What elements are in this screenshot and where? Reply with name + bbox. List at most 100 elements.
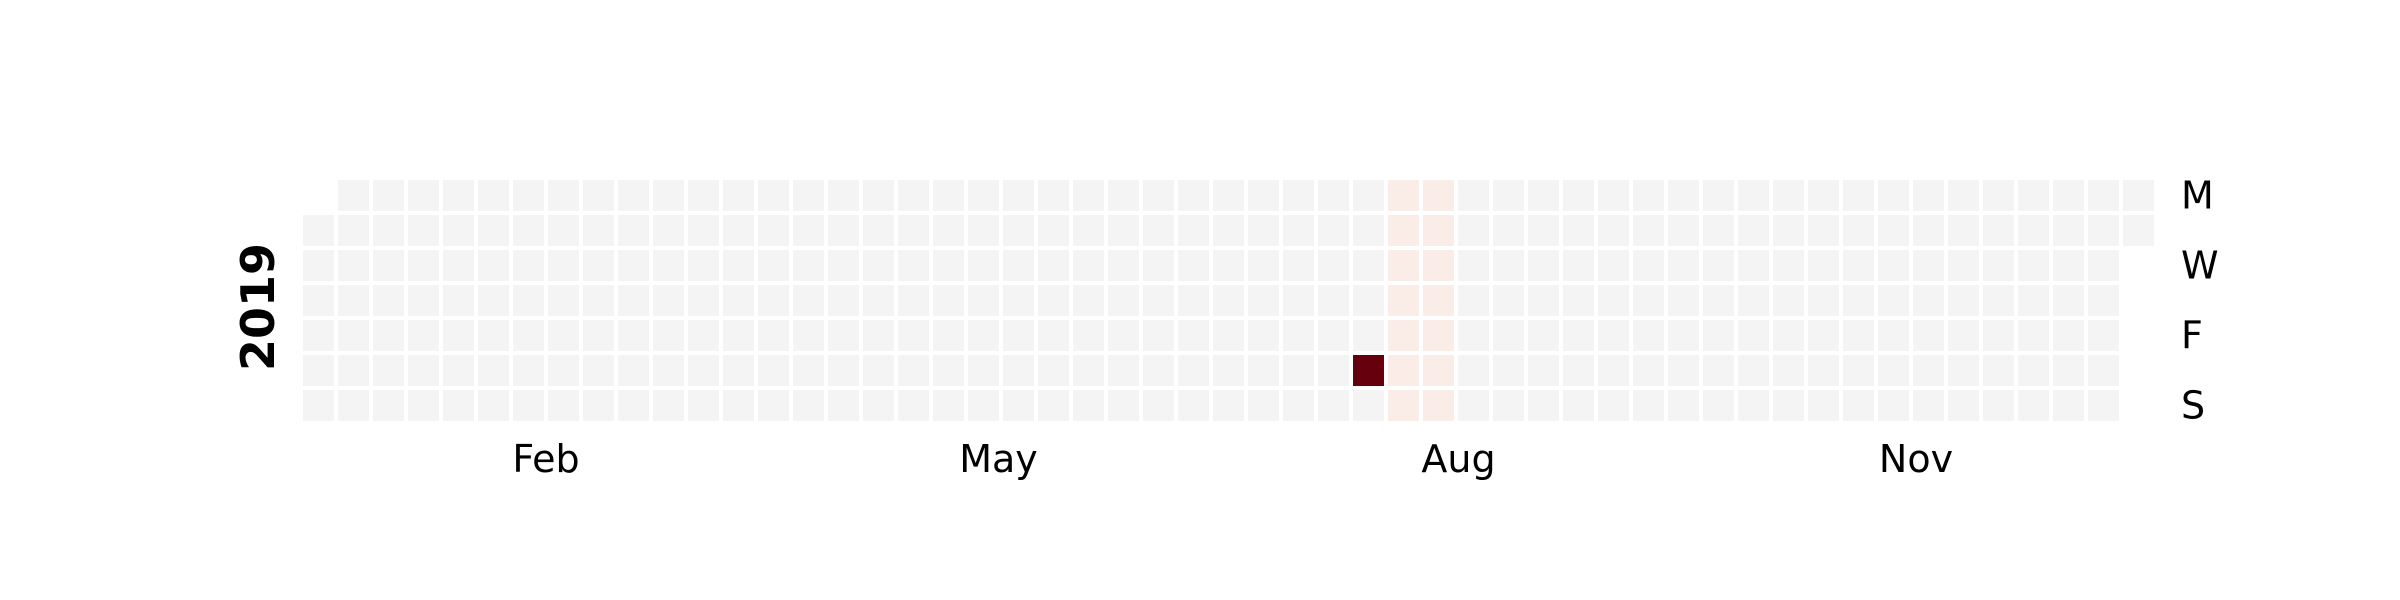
day-cell [1563,215,1594,246]
day-cell [1808,320,1839,351]
day-cell [513,215,544,246]
day-cell [1773,355,1804,386]
day-cell [1633,320,1664,351]
month-label: Aug [1421,437,1495,481]
day-cell [583,285,614,316]
day-cell [513,355,544,386]
day-cell [1318,390,1349,421]
day-cell [1773,320,1804,351]
day-cell [1913,320,1944,351]
day-cell [1003,320,1034,351]
day-cell [303,320,334,351]
day-cell [933,250,964,281]
day-cell [373,320,404,351]
day-cell [443,355,474,386]
day-cell [1948,285,1979,316]
day-cell [1143,320,1174,351]
day-cell [1318,285,1349,316]
day-cell [723,285,754,316]
day-cell [1983,180,2014,211]
day-cell [2018,215,2049,246]
day-cell [478,285,509,316]
day-cell [1738,180,1769,211]
day-cell [1143,215,1174,246]
day-cell [1703,355,1734,386]
day-cell [548,215,579,246]
day-cell [1458,215,1489,246]
day-cell [303,250,334,281]
day-cell [933,215,964,246]
day-cell [1703,250,1734,281]
day-cell [1213,320,1244,351]
day-cell [583,355,614,386]
month-labels: Feb May Aug Nov [512,437,1953,481]
day-cell [1283,320,1314,351]
day-cell [2088,215,2119,246]
day-cell [303,390,334,421]
day-cell [2053,390,2084,421]
day-cell [1878,285,1909,316]
day-cell [1038,355,1069,386]
day-cell [1108,285,1139,316]
day-cell [478,180,509,211]
day-cell [1458,285,1489,316]
month-label: Nov [1879,437,1953,481]
day-cell [723,250,754,281]
day-cell [1108,355,1139,386]
day-cell [968,390,999,421]
day-cell [1108,390,1139,421]
day-cell [548,180,579,211]
day-cell [723,390,754,421]
day-cell [1563,285,1594,316]
day-cell [2018,180,2049,211]
day-cell [1563,390,1594,421]
day-cell [1843,320,1874,351]
day-cell [1353,320,1384,351]
day-cell [1528,355,1559,386]
day-cell [1213,215,1244,246]
day-cell [688,180,719,211]
day-cell [443,390,474,421]
day-cell [1668,215,1699,246]
day-cell [2088,390,2119,421]
day-cell [1388,320,1419,351]
day-cell [1738,250,1769,281]
day-cell [863,390,894,421]
day-cell [408,250,439,281]
day-cell [408,215,439,246]
weekday-label: W [2181,244,2219,288]
day-cell [1528,390,1559,421]
day-cell [1843,215,1874,246]
day-cell [968,320,999,351]
day-cell [1913,180,1944,211]
day-cell [653,215,684,246]
day-cell [723,320,754,351]
day-cell [1388,390,1419,421]
day-cell [828,250,859,281]
day-cell [898,355,929,386]
day-cell [1528,320,1559,351]
day-cell [583,250,614,281]
day-cell [1388,355,1419,386]
day-cell [1423,215,1454,246]
day-cell [338,285,369,316]
day-cell [2053,250,2084,281]
day-cell [303,285,334,316]
day-cell [758,390,789,421]
day-cell [758,285,789,316]
day-cell [2053,355,2084,386]
day-cell [548,390,579,421]
day-cell [2018,250,2049,281]
day-cell [1878,180,1909,211]
day-cell [1388,285,1419,316]
day-cell [338,320,369,351]
day-cell [1213,355,1244,386]
day-cell [548,355,579,386]
day-cell [1773,250,1804,281]
day-cell [653,390,684,421]
day-cell [2018,390,2049,421]
day-cell [2088,355,2119,386]
day-cell [618,390,649,421]
day-cell [373,250,404,281]
